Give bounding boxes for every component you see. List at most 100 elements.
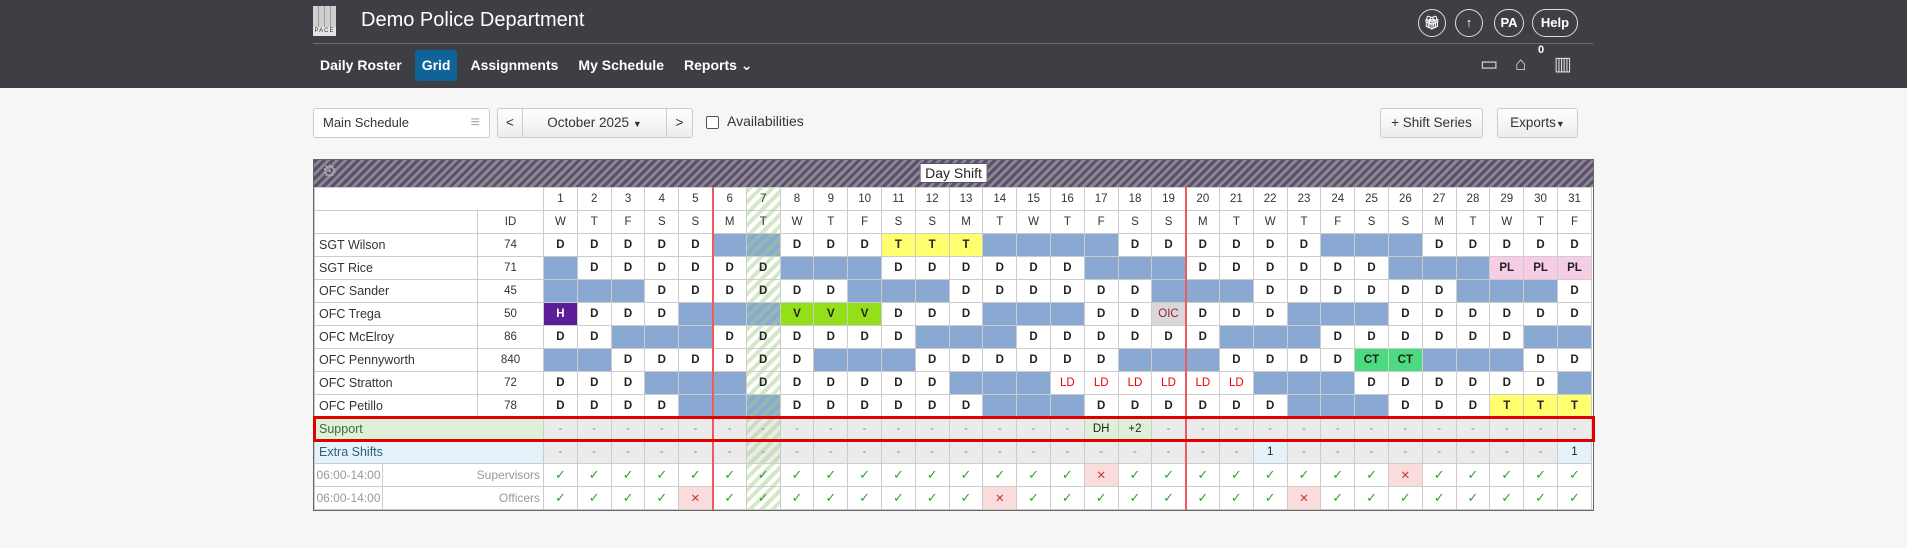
shift-cell[interactable]: LD [1049,371,1085,395]
shift-cell[interactable]: D [610,302,646,326]
shift-cell[interactable]: D [813,371,849,395]
shift-cell[interactable]: D [644,302,680,326]
off-cell[interactable] [1286,325,1322,349]
extra-cell[interactable]: 1 [1252,440,1288,464]
support-cell[interactable]: - [678,417,714,441]
support-cell[interactable]: - [1421,417,1457,441]
off-cell[interactable] [745,302,781,326]
off-cell[interactable] [779,256,815,280]
shift-cell[interactable]: D [1455,371,1491,395]
shift-cell[interactable]: D [1421,302,1457,326]
off-cell[interactable] [1016,233,1051,257]
shift-cell[interactable]: D [644,256,680,280]
shift-cell[interactable]: D [1083,348,1119,372]
extra-cell[interactable]: - [813,440,849,464]
support-cell[interactable]: - [1218,417,1254,441]
off-cell[interactable] [914,325,950,349]
extra-cell[interactable]: - [1218,440,1254,464]
off-cell[interactable] [1489,279,1525,303]
support-cell[interactable]: - [779,417,815,441]
shift-cell[interactable]: D [813,233,849,257]
off-cell[interactable] [1489,348,1525,372]
off-cell[interactable] [1117,348,1153,372]
off-cell[interactable] [1185,348,1220,372]
help-button[interactable]: Help [1532,9,1578,37]
shift-cell[interactable]: D [1455,394,1491,418]
shift-cell[interactable]: V [779,302,815,326]
support-cell[interactable]: - [644,417,680,441]
off-cell[interactable] [1252,371,1288,395]
shift-cell[interactable]: D [1523,371,1558,395]
support-cell[interactable]: - [1151,417,1187,441]
shift-cell[interactable]: LD [1218,371,1254,395]
support-cell[interactable]: - [543,417,578,441]
shift-cell[interactable]: D [1252,279,1288,303]
shift-cell[interactable]: D [982,348,1018,372]
off-cell[interactable] [543,256,578,280]
nav-daily-roster[interactable]: Daily Roster [320,57,402,73]
shift-cell[interactable]: D [1286,348,1322,372]
shift-cell[interactable]: D [948,394,984,418]
extra-cell[interactable]: - [1151,440,1187,464]
shift-cell[interactable]: D [1556,302,1593,326]
shift-cell[interactable]: T [1523,394,1558,418]
off-cell[interactable] [712,371,747,395]
extra-cell[interactable]: - [847,440,882,464]
off-cell[interactable] [982,233,1018,257]
off-cell[interactable] [644,371,680,395]
shift-cell[interactable]: D [1455,302,1491,326]
support-cell[interactable]: - [1286,417,1322,441]
off-cell[interactable] [1049,394,1085,418]
availabilities-label[interactable]: Availabilities [727,113,804,129]
shift-series-button[interactable]: + Shift Series [1380,108,1483,138]
shift-cell[interactable]: D [678,233,714,257]
off-cell[interactable] [982,394,1018,418]
off-cell[interactable] [678,302,714,326]
shift-cell[interactable]: T [881,233,916,257]
off-cell[interactable] [1016,371,1051,395]
shift-cell[interactable]: D [644,348,680,372]
gear-icon[interactable]: ⚙ [322,162,338,181]
off-cell[interactable] [1151,279,1187,303]
off-cell[interactable] [1286,371,1322,395]
extra-cell[interactable]: - [1489,440,1525,464]
shift-cell[interactable]: D [779,279,815,303]
nav-grid[interactable]: Grid [414,50,458,81]
shift-cell[interactable]: D [779,348,815,372]
shift-cell[interactable]: D [1083,325,1119,349]
shift-cell[interactable]: D [1556,233,1593,257]
shift-cell[interactable]: D [610,394,646,418]
shift-cell[interactable]: D [1252,302,1288,326]
shift-cell[interactable]: D [779,233,815,257]
off-cell[interactable] [1354,233,1389,257]
support-cell[interactable]: DH [1083,417,1119,441]
support-cell[interactable]: - [1354,417,1389,441]
off-cell[interactable] [1421,348,1457,372]
shift-cell[interactable]: D [1421,233,1457,257]
prev-month-button[interactable]: < [497,108,523,138]
off-cell[interactable] [1455,256,1491,280]
shift-cell[interactable]: D [1218,302,1254,326]
exports-button[interactable]: Exports▼ [1497,108,1578,138]
shift-cell[interactable]: V [813,302,849,326]
shift-cell[interactable]: CT [1354,348,1389,372]
off-cell[interactable] [1218,279,1254,303]
off-cell[interactable] [1151,256,1187,280]
shift-cell[interactable]: D [1117,394,1153,418]
shift-cell[interactable]: D [1083,279,1119,303]
support-cell[interactable]: - [1455,417,1491,441]
shift-cell[interactable]: D [1151,394,1187,418]
support-cell[interactable]: - [881,417,916,441]
employee-name[interactable]: OFC Stratton [313,371,479,395]
support-cell[interactable]: - [1049,417,1085,441]
support-cell[interactable]: - [1523,417,1558,441]
off-cell[interactable] [1151,348,1187,372]
off-cell[interactable] [610,279,646,303]
shift-cell[interactable]: D [576,256,612,280]
off-cell[interactable] [1354,302,1389,326]
shift-cell[interactable]: D [576,233,612,257]
off-cell[interactable] [1320,394,1356,418]
shift-cell[interactable]: D [576,371,612,395]
shift-cell[interactable]: D [1252,348,1288,372]
extra-cell[interactable]: - [1117,440,1153,464]
